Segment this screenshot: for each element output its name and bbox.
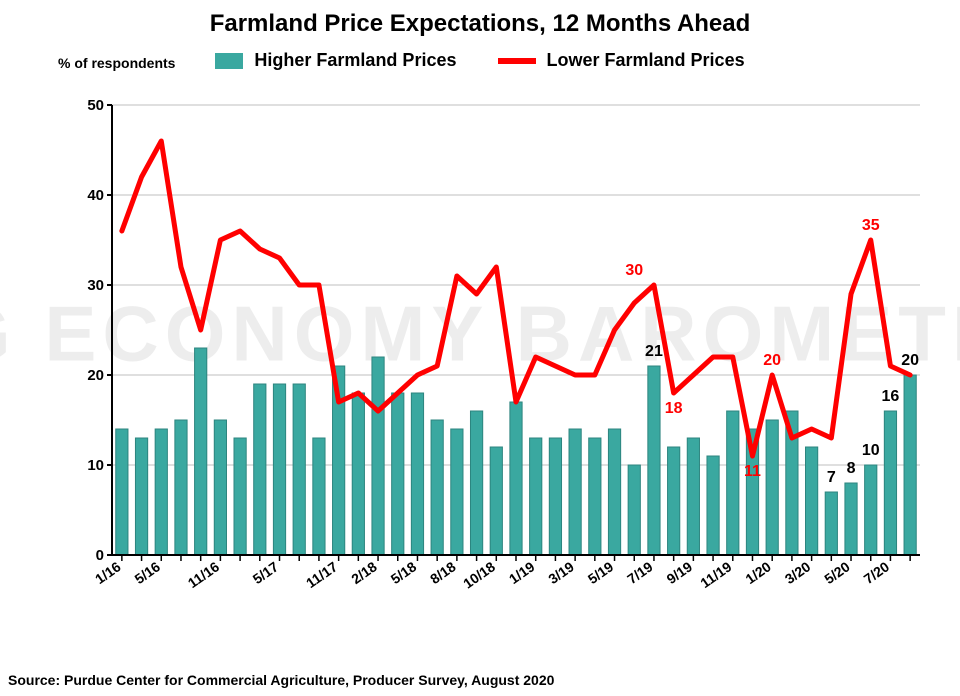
- svg-text:5/16: 5/16: [131, 558, 163, 587]
- bar: [608, 429, 620, 555]
- legend-bar-label: Higher Farmland Prices: [254, 50, 456, 70]
- bar: [727, 411, 739, 555]
- data-label: 21: [645, 343, 663, 360]
- chart-container: Farmland Price Expectations, 12 Months A…: [0, 0, 960, 696]
- bar: [451, 429, 463, 555]
- source-text: Source: Purdue Center for Commercial Agr…: [8, 672, 554, 688]
- bar: [668, 447, 680, 555]
- svg-text:5/18: 5/18: [388, 558, 420, 587]
- bar: [766, 420, 778, 555]
- svg-text:5/20: 5/20: [821, 558, 853, 587]
- legend-swatch-line: [498, 58, 536, 64]
- svg-text:11/16: 11/16: [185, 558, 222, 591]
- bar: [352, 393, 364, 555]
- bar: [372, 357, 384, 555]
- bar: [628, 465, 640, 555]
- bar: [806, 447, 818, 555]
- legend-line-label: Lower Farmland Prices: [547, 50, 745, 70]
- legend-item-line: Lower Farmland Prices: [498, 50, 745, 71]
- y-axis-label: % of respondents: [58, 55, 175, 71]
- svg-text:3/20: 3/20: [782, 558, 814, 587]
- bar: [549, 438, 561, 555]
- bar: [254, 384, 266, 555]
- bar: [825, 492, 837, 555]
- svg-text:1/19: 1/19: [506, 558, 538, 587]
- bar: [431, 420, 443, 555]
- svg-text:5/19: 5/19: [585, 558, 617, 587]
- bar: [530, 438, 542, 555]
- data-label: 30: [625, 262, 643, 279]
- data-label: 18: [665, 400, 683, 417]
- data-label: 16: [882, 388, 900, 405]
- svg-text:7/19: 7/19: [624, 558, 656, 587]
- bar: [273, 384, 285, 555]
- chart-title: Farmland Price Expectations, 12 Months A…: [0, 0, 960, 38]
- svg-text:0: 0: [96, 547, 104, 564]
- svg-text:40: 40: [87, 187, 104, 204]
- bar: [490, 447, 502, 555]
- svg-text:11/19: 11/19: [697, 558, 734, 591]
- bar: [214, 420, 226, 555]
- svg-text:10/18: 10/18: [460, 558, 498, 591]
- bar: [293, 384, 305, 555]
- data-label: 20: [901, 352, 919, 369]
- svg-text:1/20: 1/20: [742, 558, 774, 587]
- legend-swatch-bar: [215, 53, 243, 69]
- svg-text:5/17: 5/17: [250, 558, 282, 587]
- bar: [845, 483, 857, 555]
- plot-area: 010203040501/165/1611/165/1711/172/185/1…: [70, 95, 930, 625]
- bar: [569, 429, 581, 555]
- bar: [155, 429, 167, 555]
- data-label: 11: [744, 463, 761, 480]
- data-label: 35: [862, 217, 880, 234]
- svg-text:11/17: 11/17: [303, 558, 340, 591]
- svg-text:8/18: 8/18: [427, 558, 459, 587]
- svg-text:2/18: 2/18: [348, 558, 380, 587]
- data-label: 7: [827, 469, 836, 486]
- svg-text:7/20: 7/20: [861, 558, 893, 587]
- bar: [589, 438, 601, 555]
- bar: [392, 393, 404, 555]
- bar: [234, 438, 246, 555]
- bar: [707, 456, 719, 555]
- bar: [195, 348, 207, 555]
- bar: [648, 366, 660, 555]
- bar: [470, 411, 482, 555]
- bar: [687, 438, 699, 555]
- data-label: 8: [847, 460, 856, 477]
- bar: [313, 438, 325, 555]
- data-label: 20: [763, 352, 781, 369]
- plot-svg: 010203040501/165/1611/165/1711/172/185/1…: [70, 95, 930, 625]
- bar: [884, 411, 896, 555]
- svg-text:20: 20: [87, 367, 104, 384]
- svg-text:9/19: 9/19: [664, 558, 696, 587]
- bar: [510, 402, 522, 555]
- bar: [175, 420, 187, 555]
- bar: [904, 375, 916, 555]
- bar: [135, 438, 147, 555]
- svg-text:30: 30: [87, 277, 104, 294]
- bar: [865, 465, 877, 555]
- svg-text:3/19: 3/19: [545, 558, 577, 587]
- svg-text:10: 10: [87, 457, 104, 474]
- bar: [116, 429, 128, 555]
- bar: [411, 393, 423, 555]
- legend-item-bars: Higher Farmland Prices: [215, 50, 456, 71]
- data-label: 10: [862, 442, 880, 459]
- svg-text:50: 50: [87, 97, 104, 114]
